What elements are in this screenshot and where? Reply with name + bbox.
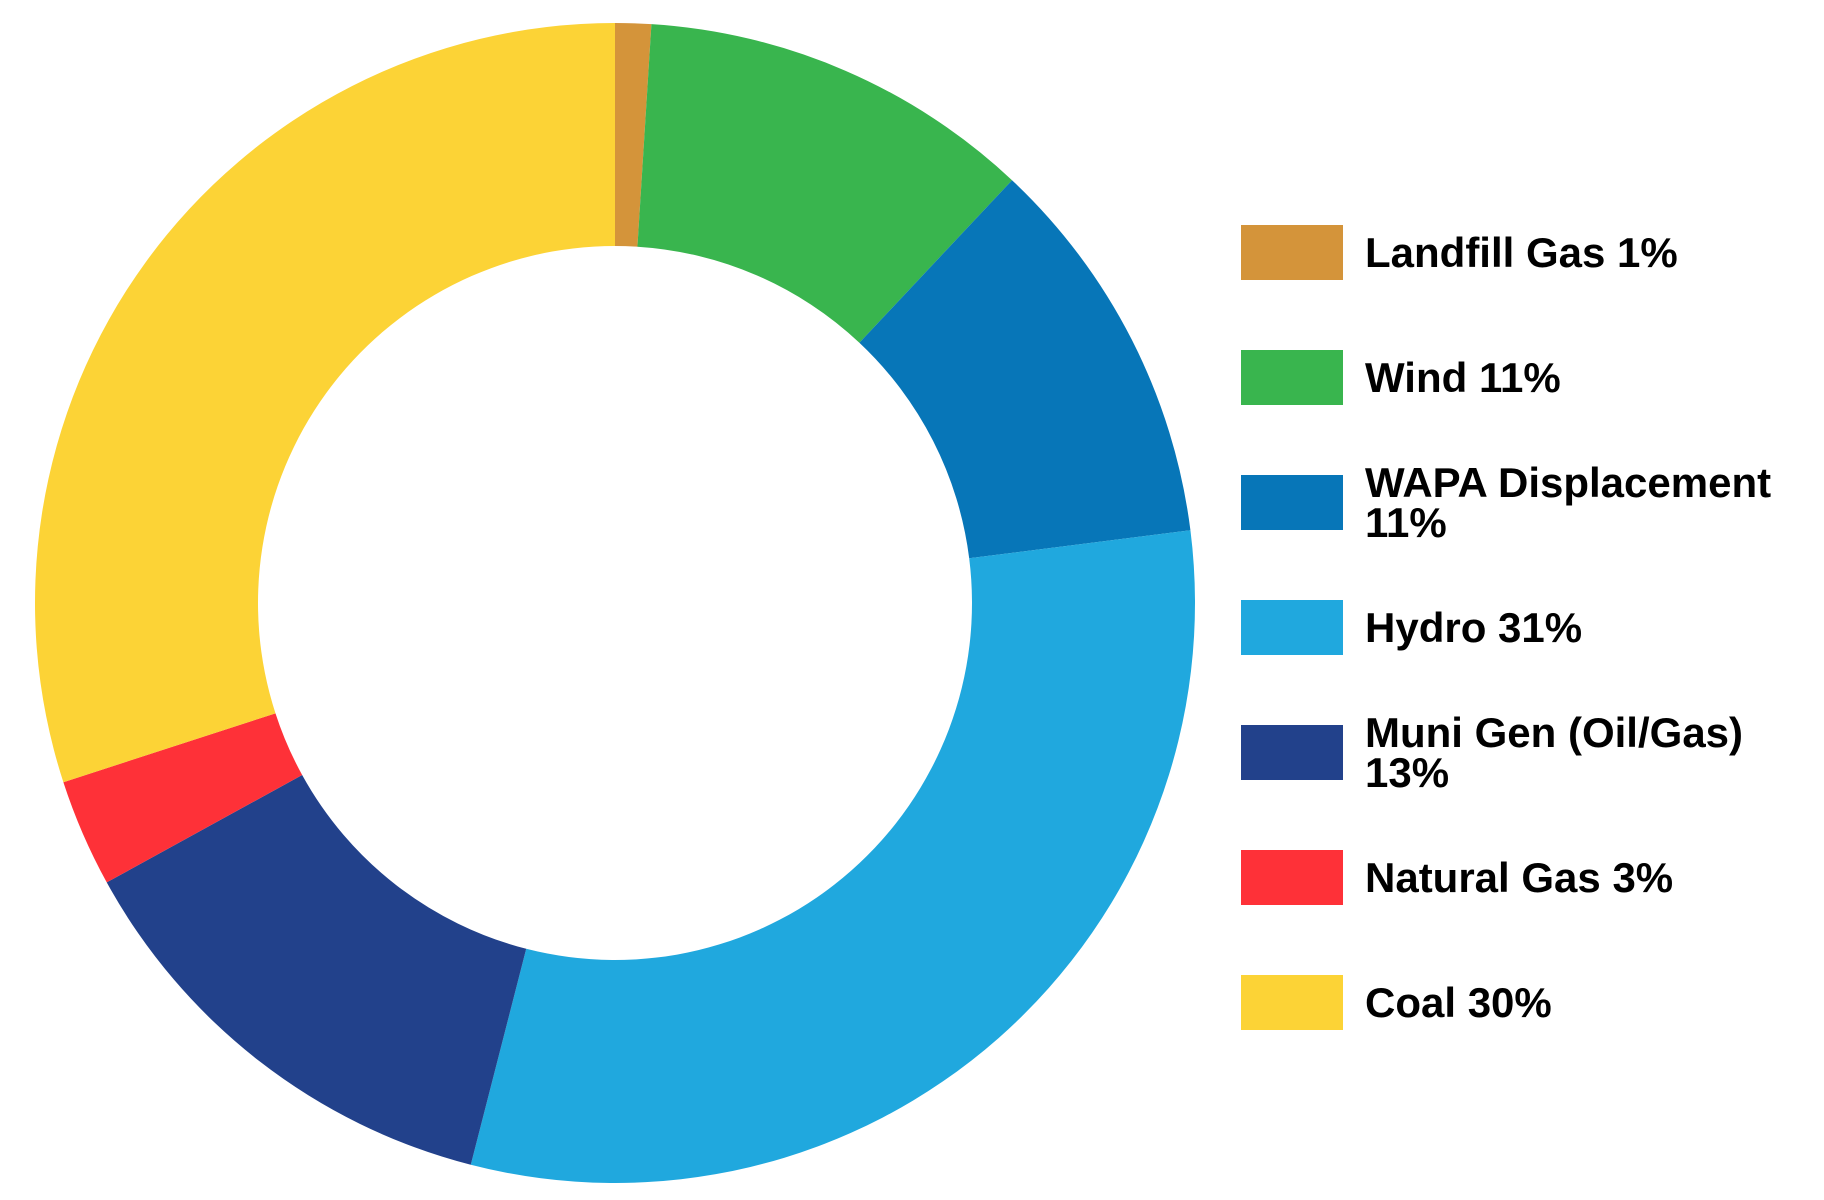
legend-item: Muni Gen (Oil/Gas) 13% [1241,690,1801,815]
legend-value: 11% [1365,498,1447,546]
legend-name: Hydro [1365,603,1487,651]
legend-swatch [1241,350,1343,405]
legend-item: WAPA Displacement 11% [1241,440,1801,565]
legend-name: Coal [1365,978,1457,1026]
donut-slice [106,774,527,1165]
chart [34,23,1195,1183]
legend-value: 1% [1617,228,1678,276]
legend-item: Coal 30% [1241,940,1801,1065]
legend-value: 11% [1478,353,1561,401]
donut-slice [63,713,303,883]
legend: Landfill Gas 1% Wind 11% WAPA Displacement… [1241,190,1801,1065]
legend-swatch [1241,475,1343,530]
donut-slice [615,23,652,247]
donut-slice [637,24,1013,343]
legend-swatch [1241,850,1343,905]
legend-name: Muni Gen (Oil/Gas) [1365,708,1744,756]
legend-value: 30% [1467,978,1552,1026]
legend-item: Landfill Gas 1% [1241,190,1801,315]
legend-name: Landfill Gas [1365,228,1606,276]
legend-label: Natural Gas 3% [1365,856,1775,898]
legend-swatch [1241,725,1343,780]
legend-swatch [1241,600,1343,655]
legend-name: Natural Gas [1365,853,1601,901]
legend-value: 3% [1612,853,1674,901]
legend-value: 31% [1498,603,1583,651]
legend-label: Coal 30% [1365,981,1775,1023]
donut-slice [859,180,1191,559]
legend-swatch [1241,975,1343,1030]
legend-value: 13% [1365,748,1450,796]
legend-item: Wind 11% [1241,315,1801,440]
legend-label: Muni Gen (Oil/Gas) 13% [1365,711,1775,796]
donut-slice [34,23,616,783]
legend-name: WAPA Displacement [1365,458,1772,506]
legend-name: Wind [1365,353,1468,401]
legend-label: Wind 11% [1365,356,1775,398]
legend-item: Hydro 31% [1241,565,1801,690]
legend-label: Landfill Gas 1% [1365,231,1775,273]
legend-label: WAPA Displacement 11% [1365,461,1775,546]
legend-swatch [1241,225,1343,280]
legend-label: Hydro 31% [1365,606,1775,648]
legend-item: Natural Gas 3% [1241,815,1801,940]
donut-slice [470,530,1195,1183]
